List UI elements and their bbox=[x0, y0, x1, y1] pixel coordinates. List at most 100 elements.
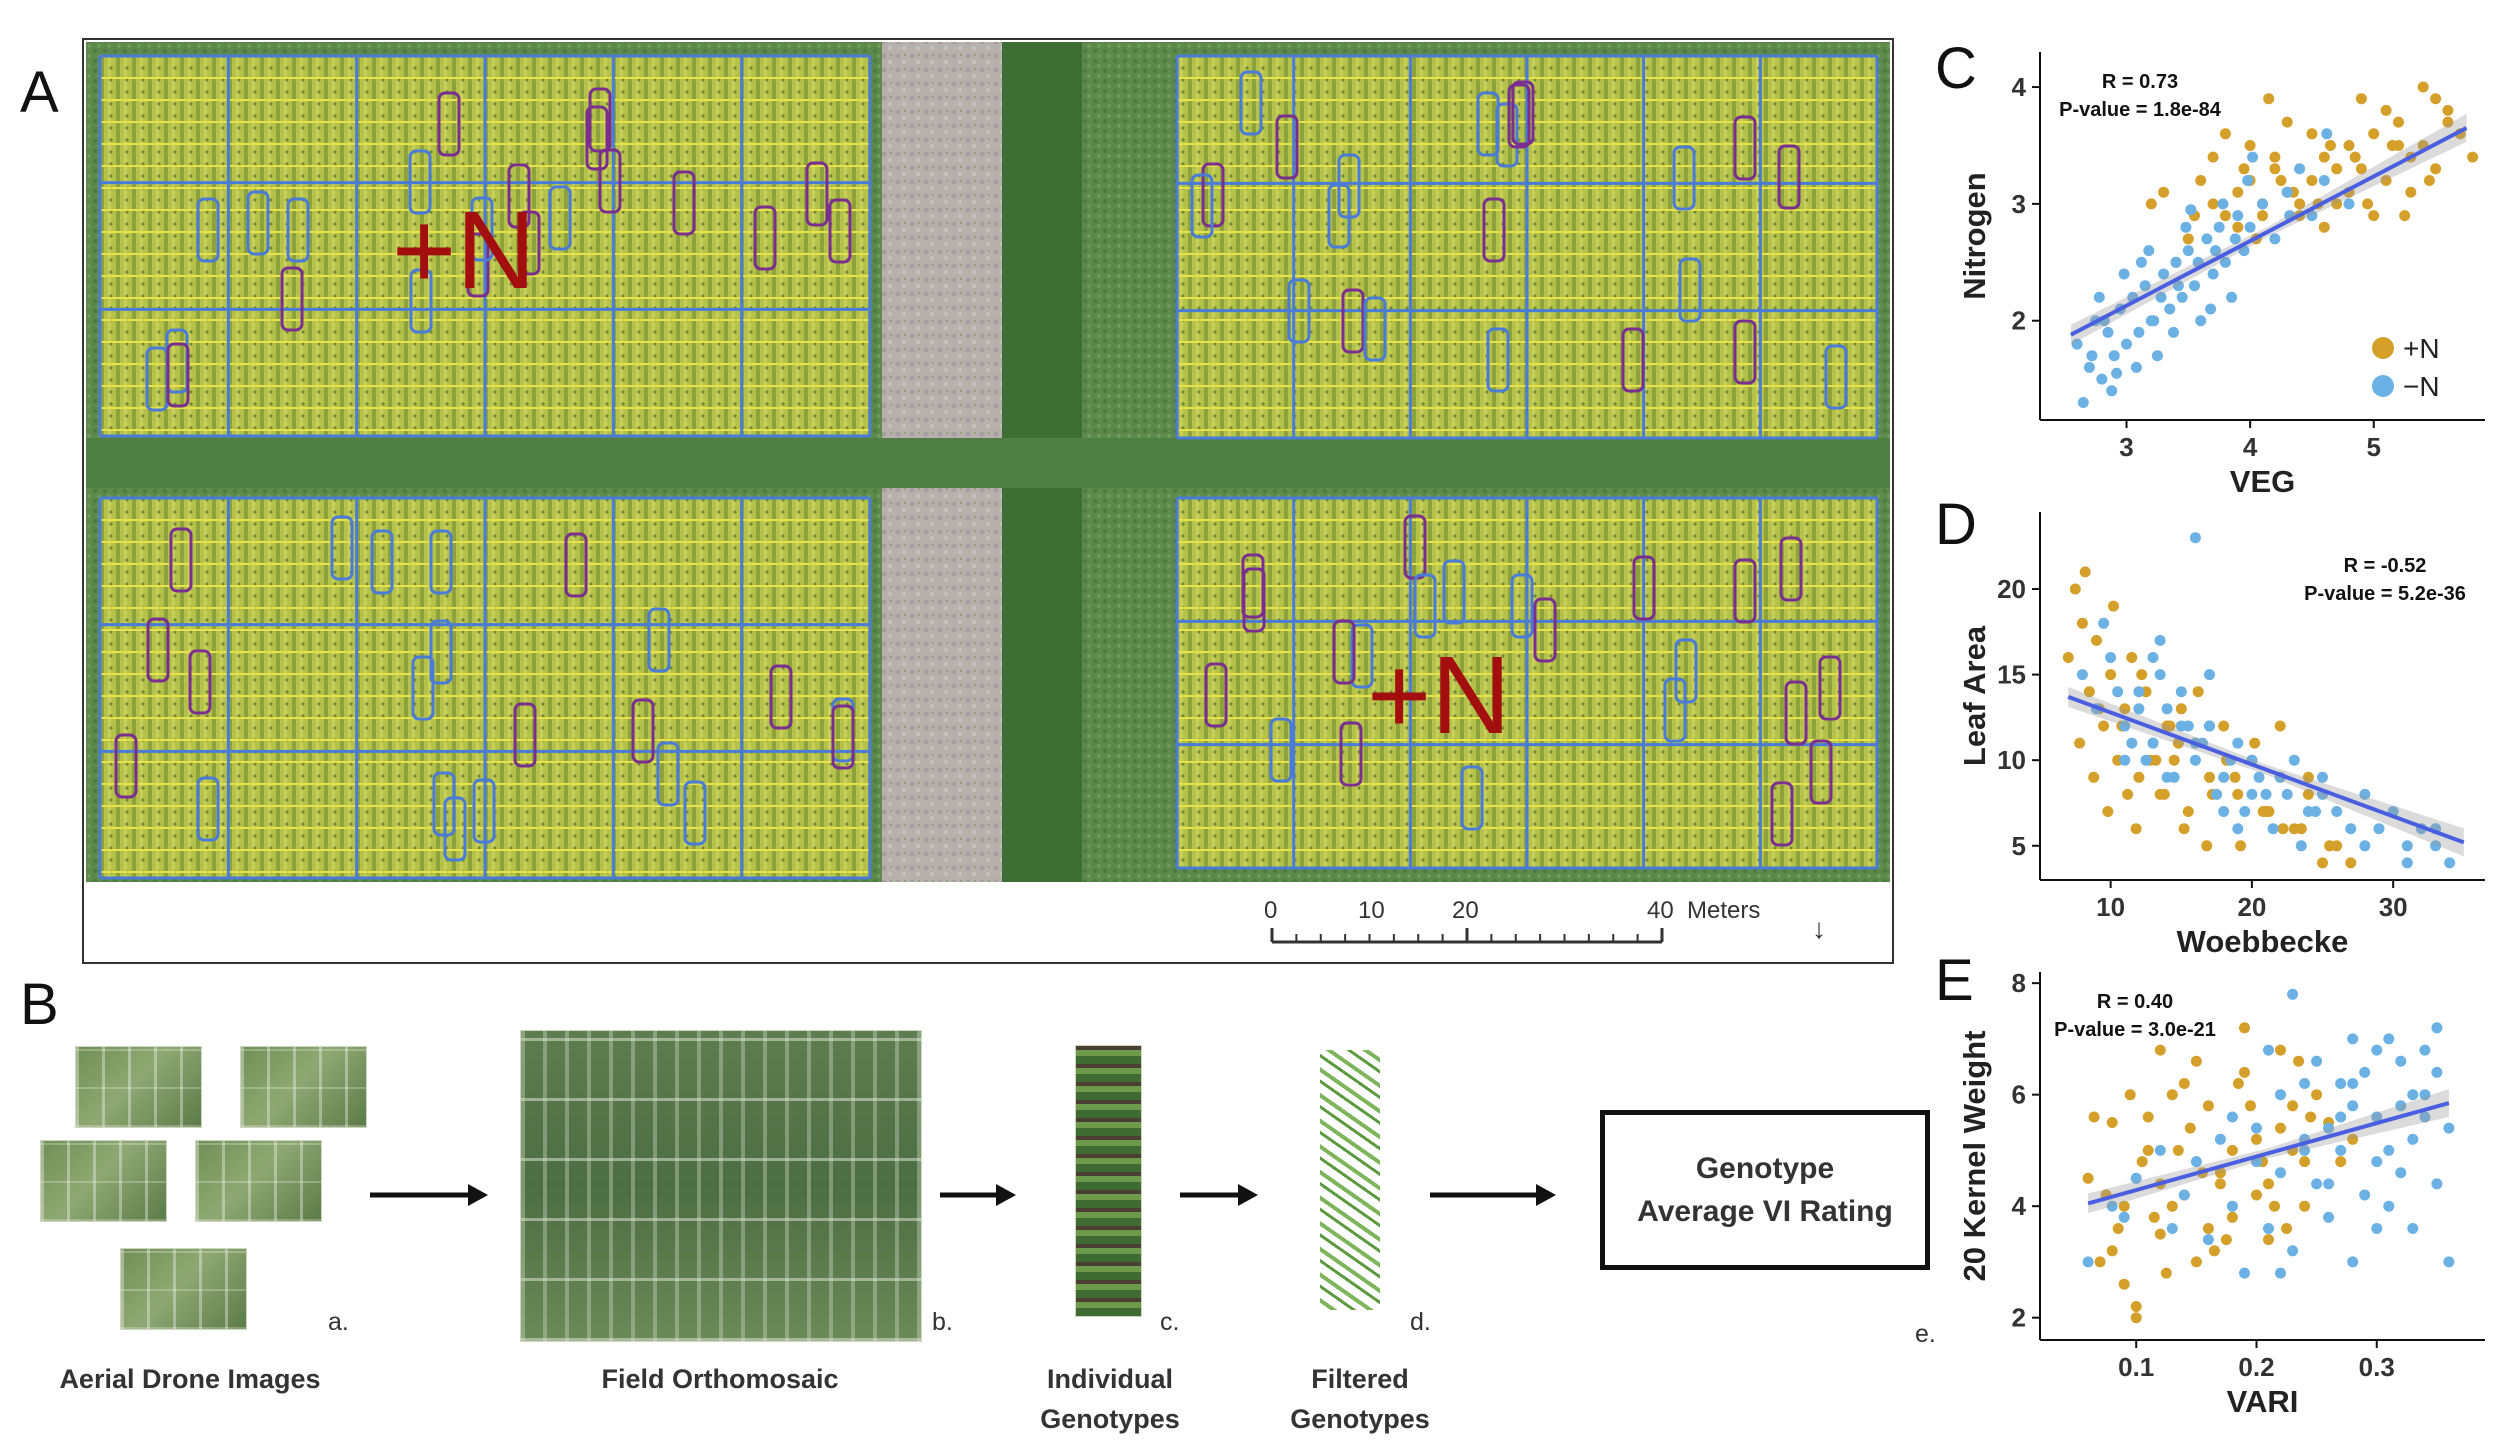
data-point-minus-n bbox=[2251, 1122, 2262, 1134]
plot-outline bbox=[1442, 559, 1466, 625]
data-point-minus-n bbox=[2226, 1111, 2238, 1123]
arrow-icon bbox=[1180, 1184, 1258, 1206]
data-point-minus-n bbox=[2331, 806, 2343, 817]
y-axis-label: 20 Kernel Weight bbox=[1957, 1031, 1992, 1282]
data-point-plus-n bbox=[2343, 140, 2355, 151]
plot-outline bbox=[1507, 83, 1531, 149]
data-point-minus-n bbox=[2263, 1223, 2274, 1234]
plot-outline bbox=[1363, 296, 1387, 362]
step-label-c-line2: Genotypes bbox=[1040, 1404, 1180, 1434]
plot-outline bbox=[429, 529, 453, 595]
data-point-plus-n bbox=[2299, 1156, 2311, 1168]
data-point-plus-n bbox=[2190, 1256, 2202, 1268]
data-point-plus-n bbox=[2331, 163, 2343, 175]
data-point-plus-n bbox=[2218, 720, 2230, 732]
data-point-plus-n bbox=[2275, 175, 2287, 186]
data-point-minus-n bbox=[2214, 1133, 2226, 1145]
data-point-minus-n bbox=[2111, 367, 2123, 379]
panel-letter-b: B bbox=[20, 972, 59, 1037]
plot-outline bbox=[429, 619, 453, 685]
scale-tick-10: 10 bbox=[1358, 897, 1385, 924]
data-point-minus-n bbox=[2202, 1234, 2214, 1246]
data-point-minus-n bbox=[2189, 532, 2201, 544]
data-point-minus-n bbox=[2076, 669, 2088, 681]
data-point-minus-n bbox=[2318, 175, 2330, 186]
stat-r-value: R = -0.52 bbox=[2344, 555, 2427, 577]
data-point-minus-n bbox=[2347, 1256, 2359, 1268]
data-point-plus-n bbox=[2106, 1117, 2118, 1128]
individual-genotype-image bbox=[1075, 1045, 1142, 1317]
data-point-plus-n bbox=[2417, 81, 2429, 93]
plot-outline bbox=[1337, 153, 1361, 219]
data-point-plus-n bbox=[2380, 104, 2392, 116]
x-tick-label: 10 bbox=[2096, 892, 2125, 922]
data-point-minus-n bbox=[2311, 1178, 2323, 1190]
data-point-plus-n bbox=[2130, 1301, 2142, 1312]
regression-line bbox=[2067, 694, 2465, 845]
box-line-1: Genotype bbox=[1695, 1151, 1835, 1185]
data-point-plus-n bbox=[2098, 720, 2110, 732]
data-point-plus-n bbox=[2154, 1044, 2166, 1056]
plot-outline bbox=[1486, 327, 1510, 393]
plot-outline bbox=[146, 617, 170, 683]
data-point-minus-n bbox=[2182, 720, 2194, 732]
plot-outline bbox=[513, 702, 537, 768]
data-point-minus-n bbox=[2299, 1144, 2311, 1156]
data-point-minus-n bbox=[2139, 280, 2151, 292]
data-point-minus-n bbox=[2217, 198, 2229, 210]
data-point-plus-n bbox=[2184, 1122, 2196, 1134]
drone-image-4 bbox=[195, 1140, 322, 1222]
data-point-minus-n bbox=[2317, 771, 2328, 783]
data-point-minus-n bbox=[2154, 634, 2166, 646]
data-point-plus-n bbox=[2108, 600, 2119, 612]
plot-outline bbox=[432, 771, 456, 837]
data-point-plus-n bbox=[2232, 221, 2244, 233]
data-point-minus-n bbox=[2275, 1167, 2286, 1179]
y-tick-label: 2 bbox=[2012, 306, 2026, 336]
plot-outline bbox=[1533, 597, 1557, 663]
plot-outline bbox=[1510, 573, 1534, 639]
plot-outline bbox=[466, 232, 490, 298]
plot-outline bbox=[1733, 558, 1757, 624]
data-point-plus-n bbox=[2251, 1133, 2262, 1145]
data-point-minus-n bbox=[2229, 233, 2241, 245]
plot-outline bbox=[409, 268, 433, 334]
plot-outline bbox=[246, 190, 270, 256]
data-point-plus-n bbox=[2235, 840, 2247, 852]
data-point-plus-n bbox=[2118, 1278, 2130, 1290]
data-point-plus-n bbox=[2201, 840, 2213, 852]
data-point-plus-n bbox=[2239, 1066, 2250, 1078]
data-point-minus-n bbox=[2105, 652, 2117, 663]
data-point-minus-n bbox=[2232, 823, 2244, 835]
plot-outline bbox=[1413, 573, 1437, 639]
data-point-plus-n bbox=[2442, 116, 2454, 128]
data-point-minus-n bbox=[2140, 754, 2152, 766]
data-point-plus-n bbox=[2232, 788, 2244, 800]
data-point-plus-n bbox=[2160, 1267, 2172, 1279]
data-point-minus-n bbox=[2401, 857, 2413, 869]
data-point-plus-n bbox=[2274, 720, 2286, 732]
data-point-minus-n bbox=[2118, 268, 2130, 280]
panel-letter-a: A bbox=[20, 60, 59, 125]
data-point-minus-n bbox=[2395, 1100, 2407, 1112]
step-label-c-line1: Individual bbox=[1046, 1364, 1173, 1394]
x-tick-label: 30 bbox=[2379, 892, 2408, 922]
stat-p-value: P-value = 5.2e-36 bbox=[2304, 583, 2466, 605]
data-point-plus-n bbox=[2299, 1200, 2311, 1212]
data-point-minus-n bbox=[2218, 806, 2230, 817]
y-tick-label: 4 bbox=[2012, 1191, 2027, 1221]
legend-dot-plus-n bbox=[2372, 337, 2394, 359]
data-point-minus-n bbox=[2383, 1033, 2395, 1045]
data-point-plus-n bbox=[2175, 703, 2187, 715]
plot-outline bbox=[196, 776, 220, 842]
legend-label-plus-n: +N bbox=[2403, 333, 2440, 364]
data-point-minus-n bbox=[2359, 840, 2371, 852]
drone-image-2 bbox=[240, 1046, 367, 1128]
plot-outline bbox=[408, 149, 432, 215]
stat-r-value: R = 0.73 bbox=[2102, 71, 2178, 93]
data-point-minus-n bbox=[2172, 280, 2184, 292]
data-point-plus-n bbox=[2269, 1200, 2280, 1212]
y-tick-label: 20 bbox=[1997, 574, 2026, 604]
data-point-plus-n bbox=[2345, 857, 2357, 869]
